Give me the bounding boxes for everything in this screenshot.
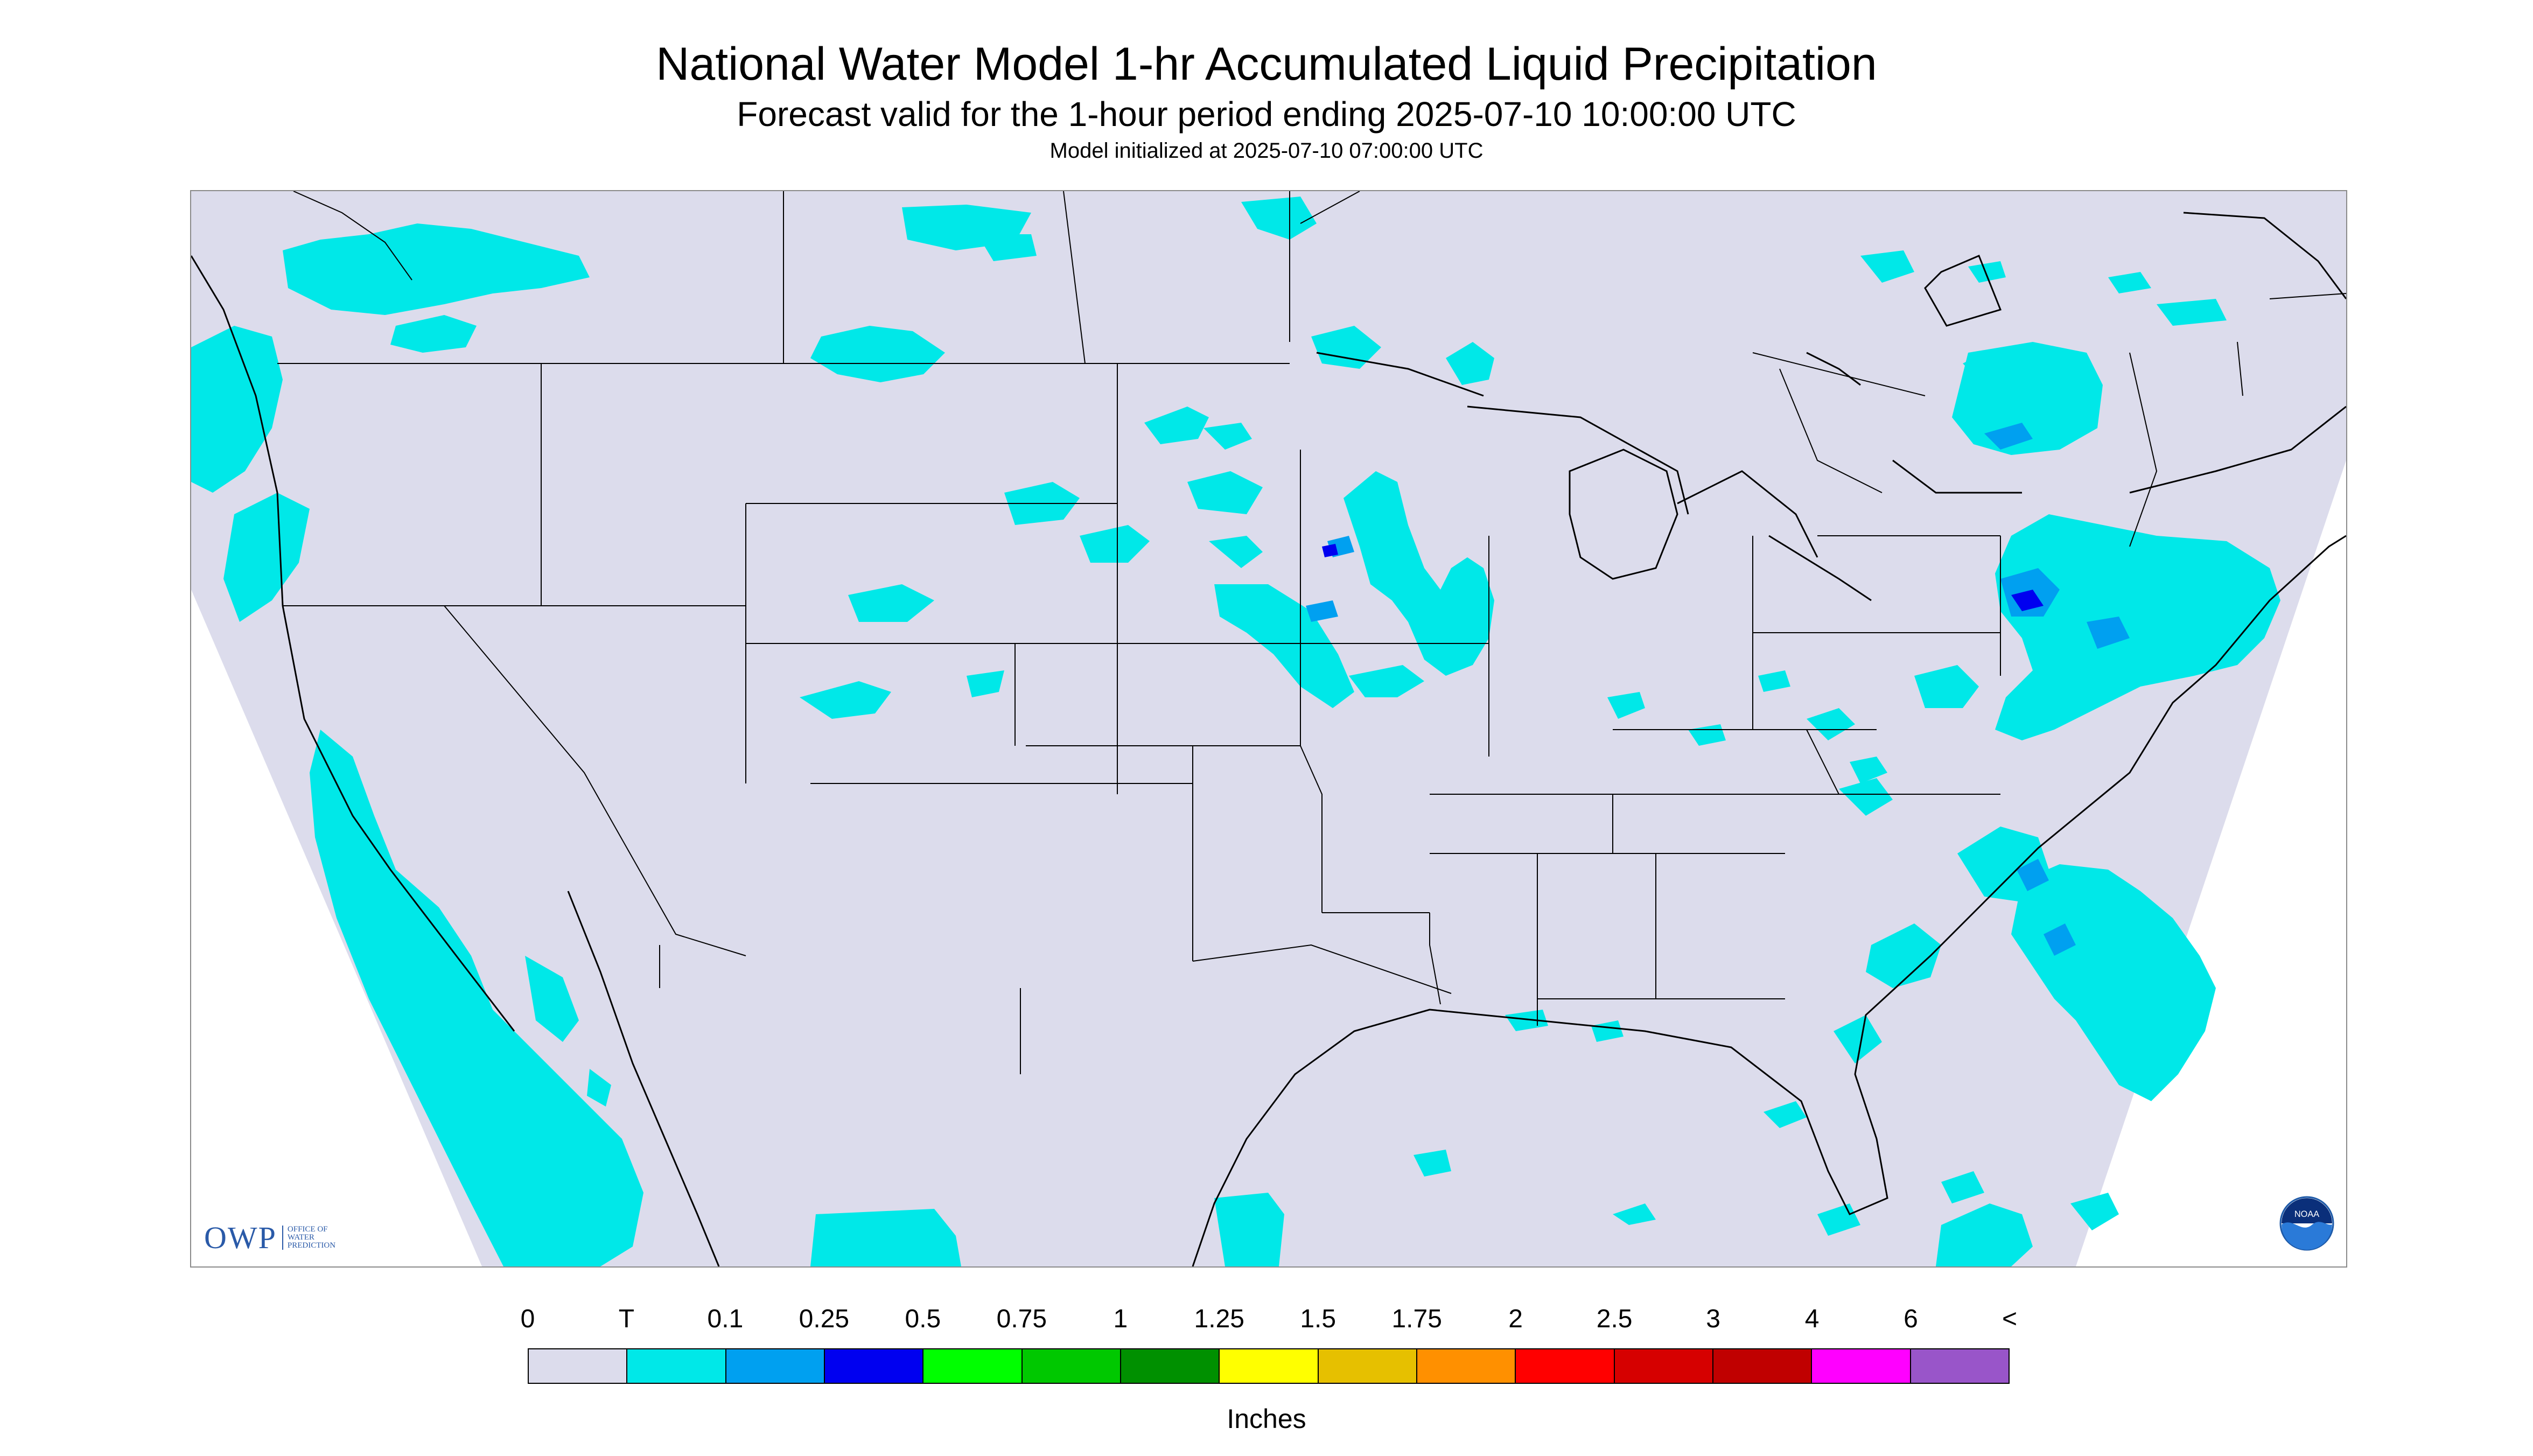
model-init-text: Model initialized at 2025-07-10 07:00:00…	[1049, 139, 1484, 163]
precip-0.1-areas	[1306, 423, 2130, 956]
precipitation-map: OWP OFFICE OF WATER PREDICTION NOAA	[190, 190, 2347, 1268]
legend-swatch	[529, 1349, 628, 1383]
legend-tick-label: <	[2002, 1305, 2018, 1333]
legend-tick-labels: 0 T 0.1 0.25 0.5 0.75 1 1.25 1.5 1.75 2 2.5 3 4 6 <	[0, 1304, 2533, 1336]
legend-swatch	[923, 1349, 1023, 1383]
legend-swatch	[1911, 1349, 2009, 1383]
owp-logo-subtext: OFFICE OF WATER PREDICTION	[282, 1225, 335, 1250]
legend-swatch	[824, 1349, 924, 1383]
legend-tick-label: 2.5	[1596, 1305, 1633, 1333]
coastlines-and-lakes	[191, 212, 2346, 1266]
legend-tick-label: 2	[1508, 1305, 1523, 1333]
legend-tick-label: 1	[1113, 1305, 1128, 1333]
legend-swatch	[1121, 1349, 1220, 1383]
legend-tick-label: 1.5	[1300, 1305, 1337, 1333]
legend-tick-label: 1.25	[1194, 1305, 1244, 1333]
legend-swatch	[1812, 1349, 1911, 1383]
legend-tick-label: 3	[1706, 1305, 1720, 1333]
owp-logo: OWP OFFICE OF WATER PREDICTION	[204, 1219, 335, 1256]
svg-text:NOAA: NOAA	[2294, 1209, 2319, 1219]
owp-logo-text: OWP	[204, 1220, 277, 1255]
legend-tick-label: 0.75	[996, 1305, 1047, 1333]
legend-swatch	[1417, 1349, 1516, 1383]
legend-swatch	[726, 1349, 825, 1383]
legend-swatch	[627, 1349, 726, 1383]
legend-tick-label: 0.25	[799, 1305, 850, 1333]
legend-swatch	[1516, 1349, 1615, 1383]
map-canvas	[191, 191, 2346, 1266]
chart-subtitle: Forecast valid for the 1-hour period end…	[737, 95, 1796, 134]
legend-swatch	[1713, 1349, 1813, 1383]
legend-swatch	[1220, 1349, 1319, 1383]
model-domain	[191, 191, 2346, 1266]
legend-swatch	[1022, 1349, 1121, 1383]
legend-swatch	[1614, 1349, 1713, 1383]
legend-tick-label: 0.5	[905, 1305, 941, 1333]
precip-trace-areas	[191, 197, 2280, 1266]
legend-tick-label: 0	[520, 1305, 535, 1333]
chart-title: National Water Model 1-hr Accumulated Li…	[656, 38, 1877, 90]
noaa-logo-icon: NOAA	[2279, 1196, 2334, 1251]
legend-swatch	[1318, 1349, 1417, 1383]
legend-tick-label: 0.1	[707, 1305, 744, 1333]
legend-tick-label: T	[618, 1305, 635, 1333]
precip-0.25-areas	[1322, 544, 2044, 611]
legend-units-label: Inches	[1227, 1404, 1306, 1434]
legend-tick-label: 1.75	[1391, 1305, 1442, 1333]
legend-tick-label: 4	[1804, 1305, 1820, 1333]
legend-tick-label: 6	[1904, 1305, 1918, 1333]
state-boundaries	[277, 191, 2346, 1074]
color-legend	[528, 1348, 2010, 1384]
